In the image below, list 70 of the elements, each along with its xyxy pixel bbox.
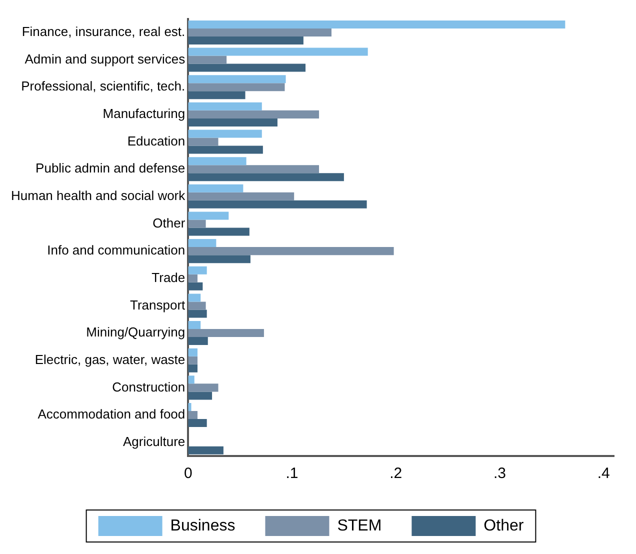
- y-tick-label: Transport: [130, 297, 186, 312]
- y-tick-label: Public admin and defense: [36, 160, 186, 176]
- bar: [188, 212, 229, 220]
- x-tick-label: .1: [286, 465, 298, 482]
- bar: [188, 146, 263, 154]
- y-tick-label: Electric, gas, water, waste: [34, 352, 186, 367]
- bar: [188, 266, 207, 274]
- bar: [188, 173, 344, 182]
- bar: [188, 83, 285, 92]
- y-tick-label: Agriculture: [123, 434, 186, 449]
- bar: [188, 282, 203, 290]
- bar: [188, 392, 212, 400]
- bar: [188, 321, 201, 330]
- y-tick-label: Other: [152, 215, 186, 230]
- bar: [188, 348, 198, 356]
- y-tick-label: Professional, scientific, tech.: [21, 78, 186, 94]
- bar: [188, 48, 368, 56]
- bar: [188, 402, 192, 412]
- bar: [188, 28, 332, 36]
- bar: [188, 157, 246, 166]
- bar: [188, 75, 286, 84]
- x-tick-label: .3: [493, 465, 506, 482]
- bar: [188, 118, 278, 126]
- bar: [188, 411, 198, 420]
- legend-label: Other: [484, 517, 524, 534]
- y-tick-label: Education: [127, 133, 186, 148]
- bar: [188, 294, 201, 302]
- bar: [188, 329, 264, 338]
- y-tick-label: Construction: [112, 379, 186, 394]
- x-tick-label: .4: [597, 465, 610, 482]
- bar: [188, 165, 320, 174]
- y-tick-label: Human health and social work: [10, 188, 186, 203]
- y-tick-label: Accommodation and food: [38, 406, 186, 422]
- bar: [188, 192, 294, 200]
- bar: [188, 36, 304, 44]
- bar: [188, 356, 198, 364]
- bar: [188, 110, 320, 118]
- y-tick-label: Admin and support services: [24, 51, 186, 66]
- bar: [188, 130, 262, 138]
- bar: [188, 384, 218, 392]
- bar: [188, 102, 262, 110]
- x-tick-label: .2: [390, 465, 402, 482]
- bar: [188, 56, 227, 64]
- bar: [188, 220, 206, 228]
- y-tick-label: Trade: [152, 270, 186, 285]
- x-tick-label: 0: [184, 465, 192, 482]
- legend-label: Business: [170, 517, 236, 534]
- y-tick-label: Finance, insurance, real est.: [22, 24, 186, 40]
- bar: [188, 247, 394, 256]
- bar: [188, 228, 250, 236]
- bar: [188, 376, 194, 384]
- y-tick-label: Info and communication: [47, 242, 186, 258]
- bar: [188, 91, 246, 100]
- bar: [188, 364, 198, 372]
- y-tick-label: Manufacturing: [102, 106, 186, 122]
- bar: [188, 184, 244, 192]
- bar: [188, 138, 218, 146]
- y-tick-label: Mining/Quarrying: [86, 324, 186, 340]
- bar: [188, 255, 250, 264]
- legend-label: STEM: [337, 517, 382, 534]
- bar: [188, 200, 367, 208]
- bar: [188, 446, 224, 454]
- bar: [188, 419, 207, 428]
- bar: [188, 337, 208, 346]
- bar: [188, 239, 216, 248]
- bar: [188, 302, 206, 310]
- bar: [188, 310, 207, 318]
- bar: [188, 64, 306, 72]
- bar: [188, 274, 198, 282]
- bar: [188, 20, 566, 28]
